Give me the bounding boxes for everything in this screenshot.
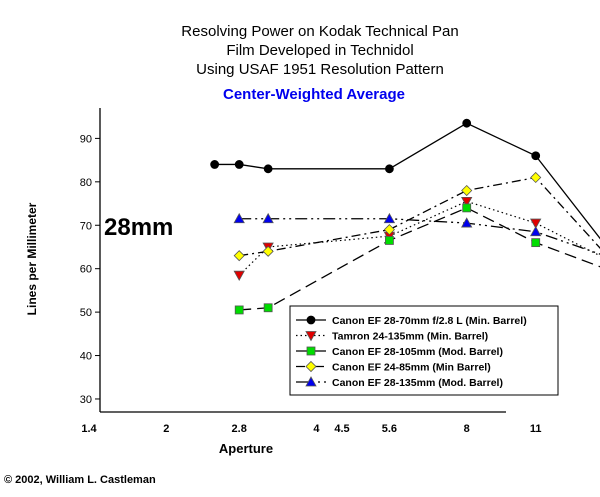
- y-axis-label: Lines per Millimeter: [25, 202, 39, 315]
- data-point: [233, 212, 245, 224]
- x-tick-label: 1.4: [81, 423, 97, 435]
- data-point: [462, 118, 472, 128]
- x-tick-label: 4: [313, 423, 320, 435]
- series-3: [234, 203, 600, 315]
- data-point: [234, 305, 244, 315]
- data-point: [461, 184, 473, 197]
- x-tick-label: 2.8: [232, 423, 247, 435]
- data-point: [530, 225, 542, 237]
- x-tick-label: 2: [163, 423, 169, 435]
- series-line: [239, 176, 600, 257]
- series-line: [239, 207, 600, 311]
- data-point: [531, 238, 541, 248]
- x-tick-label: 8: [464, 423, 470, 435]
- legend-label: Canon EF 28-135mm (Mod. Barrel): [332, 377, 503, 389]
- y-tick-label: 70: [80, 220, 92, 232]
- y-tick-label: 90: [80, 133, 92, 145]
- legend-label: Canon EF 28-70mm f/2.8 L (Min. Barrel): [332, 315, 527, 327]
- series-line: [239, 218, 600, 255]
- series-4: [233, 171, 600, 262]
- x-tick-label: 11: [530, 423, 542, 435]
- legend-entry: Tamron 24-135mm (Min. Barrel): [296, 331, 488, 343]
- data-point: [462, 203, 472, 213]
- x-tick-label: 5.6: [382, 423, 397, 435]
- series-line: [214, 122, 600, 240]
- data-point: [233, 250, 245, 262]
- y-tick-label: 50: [80, 307, 92, 319]
- data-point: [531, 151, 541, 161]
- data-point: [530, 171, 542, 184]
- chart-title-line-3: Using USAF 1951 Resolution Pattern: [196, 61, 444, 78]
- data-point: [383, 212, 396, 224]
- data-point: [385, 164, 394, 174]
- data-point: [210, 160, 220, 169]
- series-line: [238, 200, 600, 276]
- legend-label: Canon EF 24-85mm (Min Barrel): [332, 362, 491, 374]
- y-tick-label: 80: [80, 177, 92, 189]
- series-1: [210, 118, 600, 240]
- x-axis-label: Aperture: [219, 441, 273, 456]
- data-point: [385, 236, 394, 245]
- focal-length-annotation: 28mm: [104, 214, 174, 241]
- data-point: [383, 224, 395, 236]
- x-tick-label: 4.5: [334, 423, 349, 435]
- series-layer: [210, 118, 600, 315]
- legend-marker: [306, 346, 316, 356]
- data-point: [234, 160, 244, 169]
- chart-title: Resolving Power on Kodak Technical Pan F…: [0, 22, 600, 79]
- legend-marker: [306, 315, 316, 325]
- legend-entry: Canon EF 28-135mm (Mod. Barrel): [296, 376, 503, 389]
- data-point: [461, 196, 473, 208]
- legend-label: Canon EF 28-105mm (Mod. Barrel): [332, 346, 503, 358]
- data-point: [262, 212, 274, 224]
- legend-marker: [305, 376, 317, 387]
- y-tick-label: 60: [80, 264, 92, 276]
- legend-entry: Canon EF 28-105mm (Mod. Barrel): [296, 346, 503, 358]
- data-point: [262, 245, 274, 257]
- data-point: [233, 270, 245, 282]
- chart-title-line-2: Film Developed in Technidol: [226, 42, 414, 59]
- legend-label: Tamron 24-135mm (Min. Barrel): [332, 331, 488, 343]
- legend-marker: [305, 360, 317, 373]
- chart-subtitle: Center-Weighted Average: [223, 86, 405, 103]
- legend: Canon EF 28-70mm f/2.8 L (Min. Barrel) Ta…: [289, 305, 559, 396]
- legend-entry: Canon EF 24-85mm (Min Barrel): [296, 360, 491, 374]
- y-tick-label: 40: [80, 351, 92, 363]
- data-point: [530, 218, 542, 229]
- data-point: [263, 303, 273, 313]
- chart-title-line-1: Resolving Power on Kodak Technical Pan: [181, 23, 459, 40]
- legend-entry: Canon EF 28-70mm f/2.8 L (Min. Barrel): [296, 315, 527, 327]
- data-point: [263, 164, 273, 174]
- legend-marker: [305, 331, 317, 342]
- copyright-text: © 2002, William L. Castleman: [4, 474, 156, 486]
- data-point: [461, 217, 473, 228]
- series-2: [233, 196, 600, 282]
- y-tick-label: 30: [80, 394, 92, 406]
- legend-box: [289, 305, 559, 396]
- series-5: [233, 212, 600, 255]
